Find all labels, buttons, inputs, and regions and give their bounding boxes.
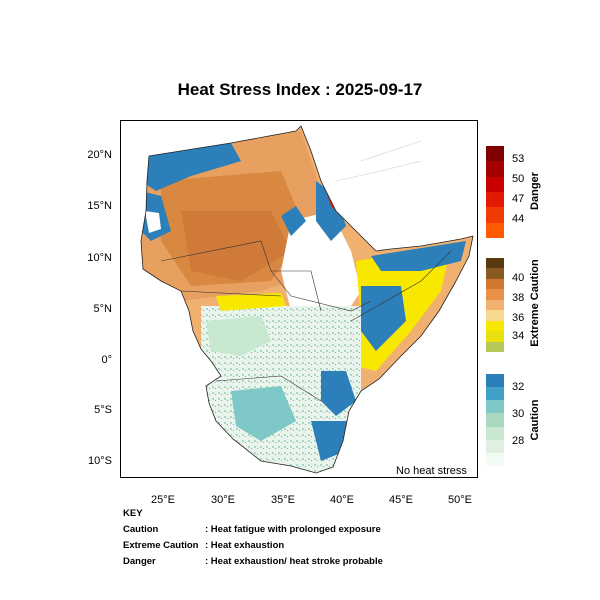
colorbar-segment bbox=[486, 400, 504, 414]
lat-label: 10°N bbox=[87, 252, 112, 264]
lon-label: 30°E bbox=[211, 494, 235, 506]
key-term: Caution bbox=[123, 524, 159, 535]
key-term: Extreme Caution bbox=[123, 540, 199, 551]
key-description: : Heat fatigue with prolonged exposure bbox=[205, 524, 381, 535]
caution-title: Caution bbox=[529, 399, 541, 441]
colorbar-segment bbox=[486, 387, 504, 401]
lat-label: 5°S bbox=[94, 404, 112, 416]
colorbar-segment bbox=[486, 426, 504, 441]
map-panel bbox=[120, 120, 478, 478]
no-heat-stress-label: No heat stress bbox=[396, 465, 467, 477]
lat-label: 10°S bbox=[88, 455, 112, 467]
danger-tick: 47 bbox=[512, 193, 525, 205]
extreme-tick: 38 bbox=[512, 292, 525, 304]
danger-tick: 53 bbox=[512, 153, 525, 165]
colorbar-segment bbox=[486, 176, 504, 193]
lon-label: 25°E bbox=[151, 494, 175, 506]
danger-title: Danger bbox=[529, 172, 541, 210]
colorbar-segment bbox=[486, 299, 504, 311]
danger-tick: 50 bbox=[512, 173, 525, 185]
colorbar-segment bbox=[486, 289, 504, 301]
key-description: : Heat exhaustion/ heat stroke probable bbox=[205, 556, 383, 567]
map-title: Heat Stress Index : 2025-09-17 bbox=[177, 80, 423, 99]
lat-label: 5°N bbox=[93, 303, 112, 315]
key-heading: KEY bbox=[123, 508, 143, 519]
colorbar-segment bbox=[486, 268, 504, 280]
key-description: : Heat exhaustion bbox=[205, 540, 285, 551]
colorbar-segment bbox=[486, 320, 504, 332]
colorbar-segment bbox=[486, 341, 504, 353]
colorbar-segment bbox=[486, 439, 504, 454]
colorbar-segment bbox=[486, 161, 504, 178]
colorbar-segment bbox=[486, 192, 504, 208]
colorbar-segment bbox=[486, 413, 504, 428]
map-fill bbox=[141, 126, 473, 473]
extreme-caution-title: Extreme Caution bbox=[529, 259, 541, 347]
lat-label: 0° bbox=[101, 354, 112, 366]
colorbar-segment bbox=[486, 222, 504, 239]
heat-stress-map bbox=[140, 125, 474, 474]
lat-label: 15°N bbox=[87, 200, 112, 212]
extreme-tick: 36 bbox=[512, 312, 525, 324]
lon-label: 50°E bbox=[448, 494, 472, 506]
caution-tick: 32 bbox=[512, 381, 525, 393]
extreme-tick: 40 bbox=[512, 272, 525, 284]
caution-tick: 28 bbox=[512, 435, 525, 447]
colorbar-segment bbox=[486, 207, 504, 224]
lat-label: 20°N bbox=[87, 149, 112, 161]
caution-tick: 30 bbox=[512, 408, 525, 420]
colorbar-segment bbox=[486, 310, 504, 322]
colorbar-segment bbox=[486, 146, 504, 162]
lon-label: 45°E bbox=[389, 494, 413, 506]
colorbar-segment bbox=[486, 258, 504, 269]
colorbar-segment bbox=[486, 278, 504, 290]
lon-label: 40°E bbox=[330, 494, 354, 506]
lon-label: 35°E bbox=[271, 494, 295, 506]
colorbar-segment bbox=[486, 452, 504, 467]
danger-tick: 44 bbox=[512, 213, 525, 225]
key-term: Danger bbox=[123, 556, 156, 567]
colorbar-segment bbox=[486, 331, 504, 343]
extreme-tick: 34 bbox=[512, 330, 525, 342]
colorbar-segment bbox=[486, 374, 504, 388]
